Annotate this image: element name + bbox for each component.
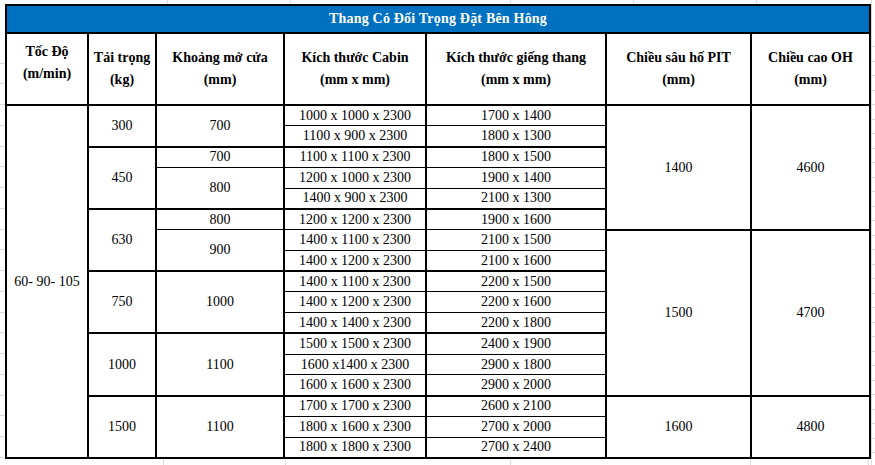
shaft-size-cell: 2700 x 2400 — [426, 437, 606, 458]
shaft-size-cell: 2100 x 1600 — [426, 250, 606, 271]
header-unit: (mm) — [157, 69, 283, 91]
load-cell: 450 — [88, 147, 156, 209]
header-label: Tải trọng — [89, 47, 155, 69]
shaft-size-cell: 2100 x 1500 — [426, 230, 606, 251]
shaft-size-cell: 2900 x 2000 — [426, 375, 606, 396]
door-cell: 1100 — [156, 396, 284, 458]
header-label: Tốc Độ — [7, 41, 87, 63]
cabin-size-cell: 1800 x 1600 x 2300 — [284, 416, 426, 437]
cabin-size-cell: 1400 x 1100 x 2300 — [284, 271, 426, 292]
table-row: 60- 90- 105 300 700 1000 x 1000 x 2300 1… — [6, 105, 870, 126]
cabin-size-cell: 1100 x 900 x 2300 — [284, 126, 426, 147]
cabin-size-cell: 1800 x 1800 x 2300 — [284, 437, 426, 458]
cabin-size-cell: 1400 x 900 x 2300 — [284, 188, 426, 209]
load-cell: 630 — [88, 209, 156, 271]
shaft-size-cell: 1800 x 1500 — [426, 147, 606, 168]
header-label: Chiều cao OH — [752, 47, 869, 69]
header-label: Kích thước Cabin — [285, 47, 425, 69]
title-row: Thang Có Đối Trọng Đặt Bên Hông — [6, 5, 870, 33]
header-label: Kích thước giếng thang — [427, 47, 605, 69]
elevator-spec-table: Thang Có Đối Trọng Đặt Bên Hông Tốc Độ (… — [5, 4, 871, 459]
header-label: Chiều sâu hố PIT — [607, 47, 750, 69]
cabin-size-cell: 1400 x 1400 x 2300 — [284, 313, 426, 334]
header-unit: (mm x mm) — [427, 69, 605, 91]
header-row: Tốc Độ (m/min) Tải trọng (kg) Khoảng mở … — [6, 33, 870, 105]
col-header-cabin-size: Kích thước Cabin (mm x mm) — [284, 33, 426, 105]
shaft-size-cell: 2100 x 1300 — [426, 188, 606, 209]
shaft-size-cell: 2200 x 1800 — [426, 313, 606, 334]
col-header-door-opening: Khoảng mở cửa (mm) — [156, 33, 284, 105]
speed-cell: 60- 90- 105 — [6, 105, 88, 458]
load-cell: 300 — [88, 105, 156, 147]
header-unit: (mm x mm) — [285, 69, 425, 91]
shaft-size-cell: 2200 x 1500 — [426, 271, 606, 292]
col-header-shaft-size: Kích thước giếng thang (mm x mm) — [426, 33, 606, 105]
spreadsheet-page: Thang Có Đối Trọng Đặt Bên Hông Tốc Độ (… — [0, 0, 875, 465]
col-header-load: Tải trọng (kg) — [88, 33, 156, 105]
table-title: Thang Có Đối Trọng Đặt Bên Hông — [6, 5, 870, 33]
load-cell: 750 — [88, 271, 156, 333]
oh-height-cell: 4800 — [751, 396, 870, 458]
header-unit: (mm) — [752, 69, 869, 91]
cabin-size-cell: 1200 x 1200 x 2300 — [284, 209, 426, 230]
header-unit: (kg) — [89, 69, 155, 91]
cabin-size-cell: 1500 x 1500 x 2300 — [284, 333, 426, 354]
shaft-size-cell: 1900 x 1600 — [426, 209, 606, 230]
gridline-stub — [871, 0, 872, 465]
cabin-size-cell: 1600 x 1600 x 2300 — [284, 375, 426, 396]
door-cell: 700 — [156, 147, 284, 168]
load-cell: 1000 — [88, 333, 156, 395]
door-cell: 700 — [156, 105, 284, 147]
cabin-size-cell: 1700 x 1700 x 2300 — [284, 396, 426, 417]
shaft-size-cell: 1800 x 1300 — [426, 126, 606, 147]
shaft-size-cell: 2900 x 1800 — [426, 354, 606, 375]
shaft-size-cell: 2400 x 1900 — [426, 333, 606, 354]
door-cell: 800 — [156, 167, 284, 209]
door-cell: 1000 — [156, 271, 284, 333]
table-row: 1500 1100 1700 x 1700 x 2300 2600 x 2100… — [6, 396, 870, 417]
pit-depth-cell: 1500 — [606, 230, 751, 396]
oh-height-cell: 4600 — [751, 105, 870, 230]
door-cell: 1100 — [156, 333, 284, 395]
cabin-size-cell: 1400 x 1200 x 2300 — [284, 250, 426, 271]
door-cell: 800 — [156, 209, 284, 230]
cabin-size-cell: 1400 x 1100 x 2300 — [284, 230, 426, 251]
door-cell: 900 — [156, 230, 284, 272]
shaft-size-cell: 1700 x 1400 — [426, 105, 606, 126]
col-header-oh-height: Chiều cao OH (mm) — [751, 33, 870, 105]
cabin-size-cell: 1200 x 1000 x 2300 — [284, 167, 426, 188]
header-unit: (mm) — [607, 69, 750, 91]
pit-depth-cell: 1600 — [606, 396, 751, 458]
cabin-size-cell: 1400 x 1200 x 2300 — [284, 292, 426, 313]
shaft-size-cell: 2600 x 2100 — [426, 396, 606, 417]
oh-height-cell: 4700 — [751, 230, 870, 396]
col-header-pit-depth: Chiều sâu hố PIT (mm) — [606, 33, 751, 105]
shaft-size-cell: 2700 x 2000 — [426, 416, 606, 437]
shaft-size-cell: 1900 x 1400 — [426, 167, 606, 188]
cabin-size-cell: 1600 x1400 x 2300 — [284, 354, 426, 375]
cabin-size-cell: 1000 x 1000 x 2300 — [284, 105, 426, 126]
header-label: Khoảng mở cửa — [157, 47, 283, 69]
cabin-size-cell: 1100 x 1100 x 2300 — [284, 147, 426, 168]
shaft-size-cell: 2200 x 1600 — [426, 292, 606, 313]
load-cell: 1500 — [88, 396, 156, 458]
col-header-speed: Tốc Độ (m/min) — [6, 33, 88, 105]
header-unit: (m/min) — [7, 63, 87, 85]
pit-depth-cell: 1400 — [606, 105, 751, 230]
